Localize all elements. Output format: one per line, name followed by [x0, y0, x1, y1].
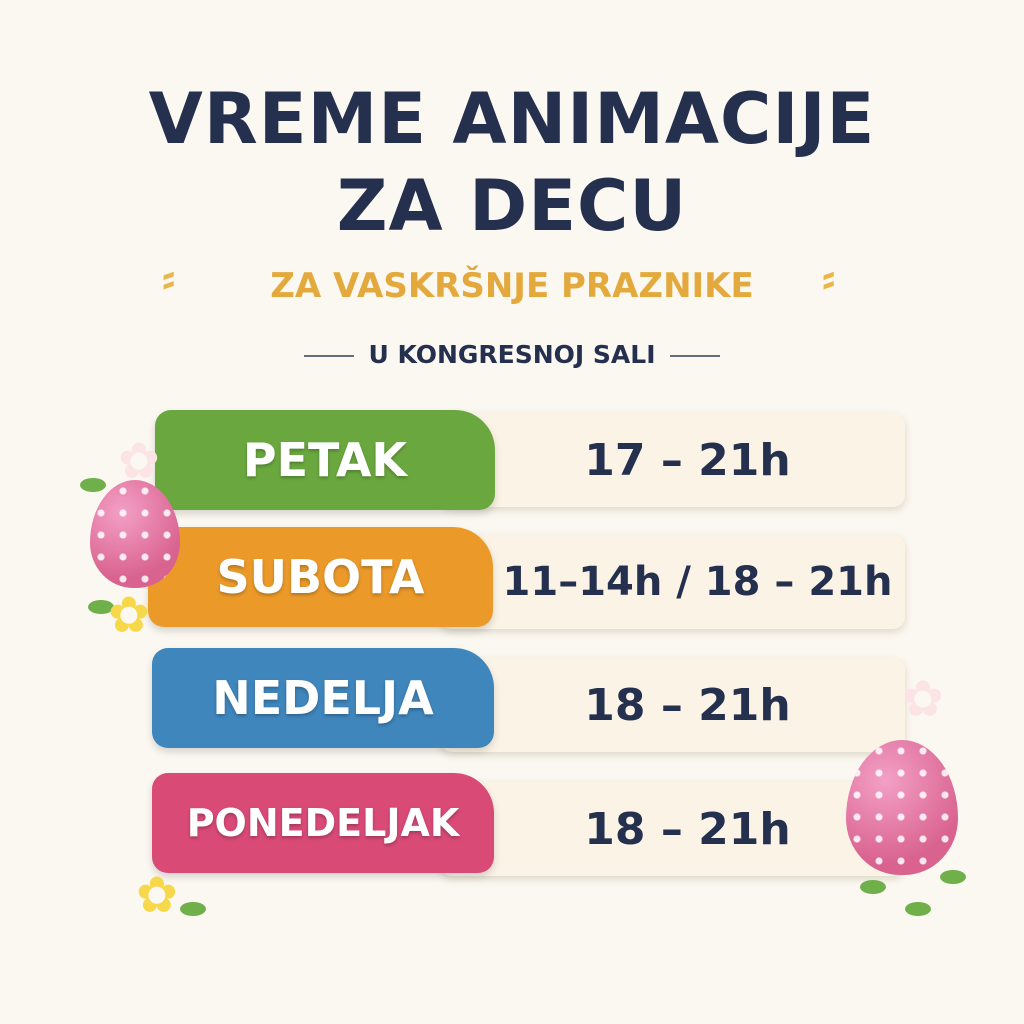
easter-egg-right-icon — [846, 740, 958, 875]
location-line: U KONGRESNOJ SALI — [0, 340, 1024, 369]
time-text: 18 – 21h — [584, 803, 791, 855]
leaf-icon — [940, 870, 966, 884]
sparkle-left-icon: ⸗ — [162, 255, 176, 301]
leaf-icon — [80, 478, 106, 492]
leaf-icon — [180, 902, 206, 916]
title-line-1: VREME ANIMACIJE — [148, 78, 876, 160]
time-box-petak: 17 – 21h — [440, 413, 905, 507]
leaf-icon — [88, 600, 114, 614]
day-label-petak: PETAK — [155, 410, 495, 510]
divider-left — [304, 355, 355, 357]
flower-yellow-icon: ✿ — [108, 586, 150, 644]
leaf-icon — [905, 902, 931, 916]
time-box-subota: 11–14h / 18 – 21h — [440, 535, 905, 629]
title-line-2: ZA DECU — [336, 165, 688, 247]
time-text: 17 – 21h — [584, 434, 791, 486]
day-text: SUBOTA — [216, 550, 425, 604]
day-label-ponedeljak: PONEDELJAK — [152, 773, 494, 873]
time-text: 11–14h / 18 – 21h — [502, 559, 893, 605]
flower-yellow-icon: ✿ — [136, 866, 178, 924]
flower-pink-icon: ✿ — [902, 670, 944, 728]
day-label-nedelja: NEDELJA — [152, 648, 494, 748]
day-text: NEDELJA — [212, 671, 434, 725]
divider-right — [669, 355, 720, 357]
leaf-icon — [860, 880, 886, 894]
easter-egg-left-icon — [90, 480, 180, 588]
time-box-ponedeljak: 18 – 21h — [440, 782, 905, 876]
day-label-subota: SUBOTA — [148, 527, 493, 627]
flower-pink-icon: ✿ — [118, 432, 160, 490]
time-box-nedelja: 18 – 21h — [440, 658, 905, 752]
day-text: PONEDELJAK — [186, 801, 460, 845]
sparkle-right-icon: ⸗ — [822, 255, 836, 301]
day-text: PETAK — [242, 433, 408, 487]
location-text: U KONGRESNOJ SALI — [368, 340, 656, 369]
subtitle: ZA VASKRŠNJE PRAZNIKE — [270, 266, 754, 306]
time-text: 18 – 21h — [584, 679, 791, 731]
